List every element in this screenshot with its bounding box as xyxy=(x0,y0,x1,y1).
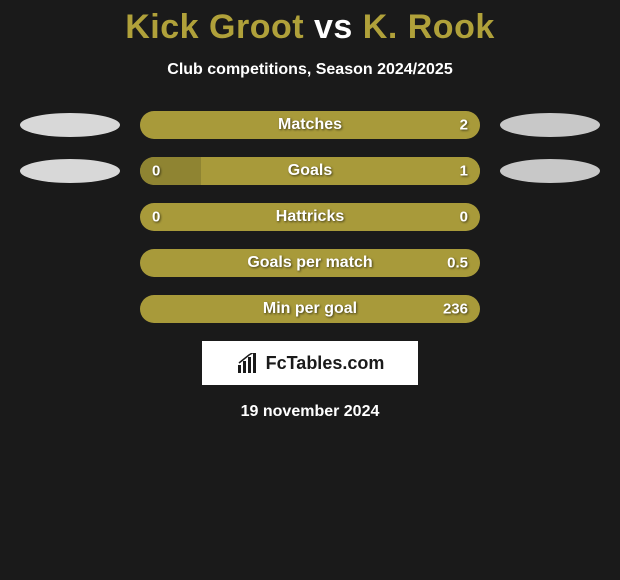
stat-bar: 0 Hattricks 0 xyxy=(140,203,480,231)
stat-label: Goals per match xyxy=(247,254,372,272)
bar-fill-left xyxy=(140,157,201,185)
logo-box: FcTables.com xyxy=(202,341,418,385)
stat-value-left: 0 xyxy=(152,209,160,226)
page-title: Kick Groot vs K. Rook xyxy=(0,8,620,47)
player2-marker xyxy=(500,113,600,137)
player1-name: Kick Groot xyxy=(125,8,304,46)
stat-bar: Min per goal 236 xyxy=(140,295,480,323)
date-text: 19 november 2024 xyxy=(0,403,620,421)
stat-row: 0 Goals 1 xyxy=(0,157,620,185)
stats-container: Matches 2 0 Goals 1 0 Hattricks 0 Goals per matc… xyxy=(0,111,620,323)
spacer xyxy=(20,297,120,321)
stat-label: Goals xyxy=(288,162,332,180)
chart-icon xyxy=(236,353,260,373)
vs-text: vs xyxy=(314,8,353,46)
stat-label: Min per goal xyxy=(263,300,357,318)
stat-value-right: 0.5 xyxy=(447,255,468,272)
stat-value-left: 0 xyxy=(152,163,160,180)
stat-label: Hattricks xyxy=(276,208,344,226)
stat-bar: Goals per match 0.5 xyxy=(140,249,480,277)
stat-row: Matches 2 xyxy=(0,111,620,139)
stat-label: Matches xyxy=(278,116,342,134)
logo-text: FcTables.com xyxy=(266,353,385,374)
spacer xyxy=(500,205,600,229)
logo-inner: FcTables.com xyxy=(236,353,385,374)
spacer xyxy=(500,251,600,275)
subtitle: Club competitions, Season 2024/2025 xyxy=(0,61,620,79)
comparison-infographic: Kick Groot vs K. Rook Club competitions,… xyxy=(0,0,620,421)
stat-bar: Matches 2 xyxy=(140,111,480,139)
stat-row: Goals per match 0.5 xyxy=(0,249,620,277)
player1-marker xyxy=(20,159,120,183)
player2-name: K. Rook xyxy=(363,8,495,46)
player2-marker xyxy=(500,159,600,183)
spacer xyxy=(20,205,120,229)
bar-fill-right xyxy=(201,157,480,185)
player1-marker xyxy=(20,113,120,137)
stat-value-right: 2 xyxy=(460,117,468,134)
spacer xyxy=(20,251,120,275)
stat-value-right: 236 xyxy=(443,301,468,318)
spacer xyxy=(500,297,600,321)
stat-row: 0 Hattricks 0 xyxy=(0,203,620,231)
stat-value-right: 1 xyxy=(460,163,468,180)
stat-bar: 0 Goals 1 xyxy=(140,157,480,185)
stat-value-right: 0 xyxy=(460,209,468,226)
stat-row: Min per goal 236 xyxy=(0,295,620,323)
